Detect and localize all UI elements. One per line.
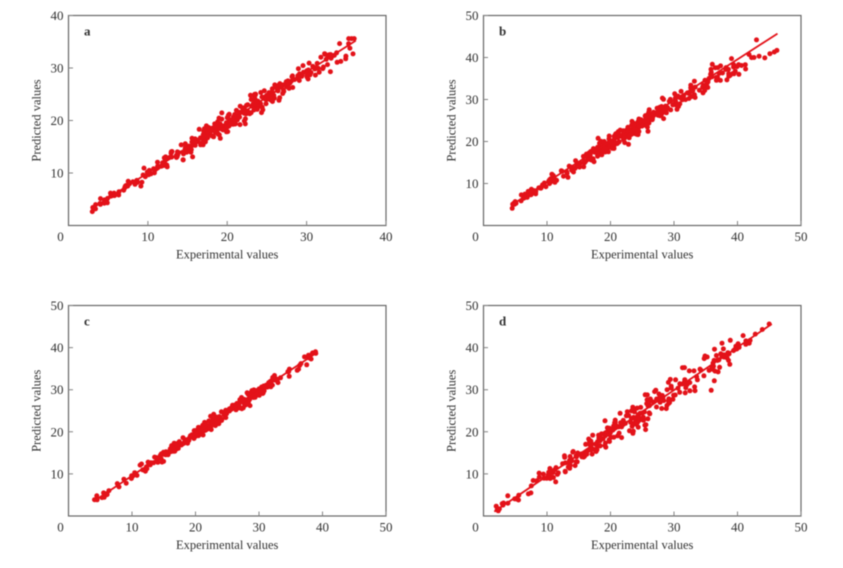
svg-text:20: 20: [51, 424, 64, 439]
svg-text:Predicted values: Predicted values: [445, 370, 459, 452]
svg-text:30: 30: [668, 229, 681, 244]
svg-text:20: 20: [604, 229, 617, 244]
svg-text:Predicted values: Predicted values: [30, 79, 44, 161]
svg-text:50: 50: [380, 520, 393, 535]
svg-text:10: 10: [541, 520, 554, 535]
svg-text:Experimental values: Experimental values: [176, 538, 279, 552]
svg-text:10: 10: [466, 176, 479, 191]
svg-text:40: 40: [731, 229, 744, 244]
svg-text:30: 30: [51, 61, 64, 76]
svg-text:40: 40: [51, 340, 64, 355]
svg-text:b: b: [499, 23, 506, 38]
svg-text:30: 30: [668, 520, 681, 535]
svg-text:Experimental values: Experimental values: [591, 538, 694, 552]
svg-text:50: 50: [466, 8, 479, 23]
svg-text:a: a: [84, 23, 91, 38]
svg-text:10: 10: [51, 466, 64, 481]
svg-text:Experimental values: Experimental values: [591, 247, 694, 261]
svg-text:50: 50: [795, 229, 808, 244]
svg-text:d: d: [499, 313, 507, 328]
svg-text:c: c: [84, 313, 90, 328]
svg-text:40: 40: [380, 229, 393, 244]
svg-text:30: 30: [51, 382, 64, 397]
svg-text:20: 20: [466, 424, 479, 439]
svg-text:0: 0: [57, 520, 64, 535]
svg-text:20: 20: [51, 113, 64, 128]
svg-text:30: 30: [466, 382, 479, 397]
svg-text:30: 30: [300, 229, 313, 244]
svg-text:10: 10: [541, 229, 554, 244]
svg-text:30: 30: [466, 92, 479, 107]
svg-text:Experimental values: Experimental values: [176, 247, 279, 261]
svg-text:50: 50: [466, 298, 479, 313]
svg-text:10: 10: [466, 466, 479, 481]
svg-text:Predicted values: Predicted values: [30, 370, 44, 452]
svg-text:40: 40: [466, 340, 479, 355]
svg-text:20: 20: [466, 134, 479, 149]
svg-text:40: 40: [731, 520, 744, 535]
svg-text:20: 20: [189, 520, 202, 535]
svg-text:0: 0: [472, 229, 479, 244]
svg-text:0: 0: [57, 229, 64, 244]
svg-text:Predicted values: Predicted values: [445, 79, 459, 161]
svg-text:40: 40: [316, 520, 329, 535]
svg-text:0: 0: [472, 520, 479, 535]
svg-text:40: 40: [466, 50, 479, 65]
svg-text:20: 20: [604, 520, 617, 535]
svg-text:10: 10: [51, 166, 64, 181]
svg-text:50: 50: [795, 520, 808, 535]
svg-text:10: 10: [126, 520, 139, 535]
svg-text:20: 20: [221, 229, 234, 244]
svg-text:30: 30: [253, 520, 266, 535]
svg-text:50: 50: [51, 298, 64, 313]
svg-text:10: 10: [141, 229, 154, 244]
svg-text:40: 40: [51, 8, 64, 23]
